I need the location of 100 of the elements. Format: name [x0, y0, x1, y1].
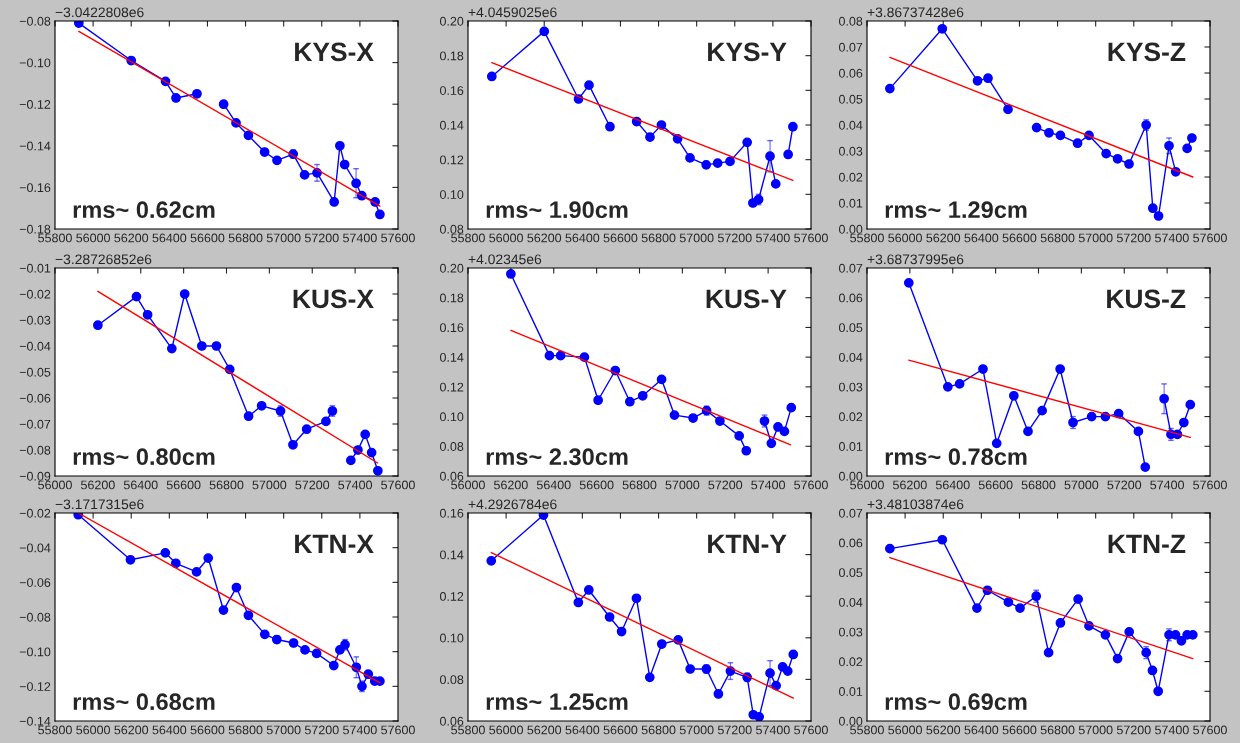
- point: [1159, 393, 1169, 404]
- point: [339, 159, 350, 170]
- annotation: rms~ 0.62cm: [73, 201, 215, 219]
- point: [972, 75, 983, 86]
- x-tick-label: 57400: [1155, 725, 1189, 735]
- point: [1055, 364, 1066, 374]
- x-tick-label: 56000: [76, 233, 110, 243]
- point: [142, 309, 153, 320]
- x-tick-label: 56000: [489, 233, 523, 243]
- point: [1073, 594, 1083, 605]
- point: [1187, 133, 1197, 143]
- x-tick-label: 56000: [38, 480, 72, 490]
- y-tick-label: 0.12: [440, 155, 464, 165]
- y-tick-label: 0.05: [839, 568, 863, 578]
- point: [754, 711, 765, 721]
- point: [231, 582, 242, 593]
- x-tick-label: 56600: [603, 233, 638, 243]
- y-tick-label: 0.18: [440, 293, 464, 303]
- annotation: rms~ 1.90cm: [486, 201, 628, 219]
- x-tick-label: 57400: [343, 725, 377, 735]
- y-tick-label: 0.10: [440, 412, 464, 422]
- point: [605, 121, 615, 132]
- x-tick-label: 57200: [1107, 480, 1142, 490]
- point: [713, 689, 724, 699]
- x-tick-label: 55800: [850, 233, 884, 243]
- point: [539, 26, 550, 37]
- y-tick-label: 0.00: [839, 224, 863, 234]
- y-tick-label: −0.05: [19, 367, 51, 377]
- y-tick-label: −0.03: [19, 315, 51, 325]
- x-tick-label: 56600: [579, 480, 614, 490]
- point: [486, 71, 497, 82]
- x-tick-label: 56800: [228, 725, 263, 735]
- x-tick-label: 57000: [1078, 233, 1113, 243]
- y-tick-label: −0.08: [19, 445, 51, 455]
- point: [1023, 426, 1033, 437]
- y-tick-label: −0.12: [19, 682, 51, 691]
- y-tick-label: −0.12: [19, 100, 51, 109]
- point: [170, 558, 181, 569]
- x-tick-label: 56400: [935, 480, 970, 490]
- text: KUS-Y: [706, 289, 787, 309]
- x-tick-label: 57000: [1064, 480, 1099, 490]
- y-tick-label: 0.12: [440, 592, 464, 601]
- y-tick-label: 0.08: [440, 442, 464, 451]
- point: [1178, 417, 1189, 428]
- point: [983, 73, 993, 84]
- x-tick-label: 57600: [794, 233, 828, 243]
- y-tick-label: −0.02: [19, 508, 51, 518]
- point: [788, 121, 798, 132]
- x-tick-label: 57600: [381, 725, 415, 735]
- x-tick-label: 57600: [381, 233, 415, 243]
- x-tick-label: 55800: [451, 233, 485, 243]
- x-tick-label: 56200: [926, 233, 961, 243]
- text: −3.28726852e6: [55, 254, 152, 265]
- x-tick-label: 57400: [338, 480, 373, 490]
- point: [734, 431, 745, 441]
- x-tick-label: 57600: [381, 480, 415, 490]
- text: +3.48103874e6: [867, 499, 964, 510]
- point: [166, 343, 177, 354]
- point: [351, 178, 361, 189]
- point: [1153, 686, 1164, 697]
- x-tick-label: 56600: [166, 480, 201, 490]
- y-tick-label: 0.06: [440, 471, 464, 481]
- point: [766, 438, 777, 449]
- y-tick-label: 0.16: [440, 323, 464, 333]
- point: [125, 554, 136, 565]
- y-tick-label: 0.01: [839, 687, 863, 696]
- point: [786, 402, 797, 413]
- point: [203, 553, 214, 563]
- y-tick-label: −0.10: [19, 647, 51, 657]
- y-tick-label: 0.20: [440, 16, 464, 26]
- y-tick-label: 0.03: [839, 146, 863, 156]
- point: [160, 548, 171, 558]
- point: [1086, 411, 1097, 422]
- point: [335, 140, 345, 151]
- point: [1147, 203, 1158, 214]
- annotation: rms~ 0.69cm: [885, 693, 1027, 711]
- y-tick-label: 0.06: [839, 538, 863, 548]
- point: [771, 680, 781, 691]
- point: [1133, 426, 1144, 437]
- point: [243, 411, 254, 422]
- x-tick-label: 56200: [893, 480, 927, 490]
- y-tick-label: 0.04: [839, 120, 863, 130]
- point: [991, 438, 1002, 449]
- x-tick-label: 56200: [494, 480, 528, 490]
- point: [196, 341, 207, 351]
- point: [1055, 618, 1066, 628]
- y-tick-label: 0.08: [839, 16, 863, 26]
- x-tick-label: 56800: [209, 480, 244, 490]
- point: [555, 350, 566, 361]
- point: [770, 179, 781, 189]
- point: [1008, 390, 1019, 401]
- x-tick-label: 56000: [451, 480, 485, 490]
- point: [637, 390, 648, 401]
- point: [1124, 159, 1134, 169]
- x-tick-label: 57400: [1150, 480, 1185, 490]
- y-tick-label: −0.08: [19, 612, 51, 622]
- x-tick-label: 56400: [152, 233, 187, 243]
- x-tick-label: 56000: [76, 725, 110, 735]
- point: [783, 149, 793, 160]
- text: +4.0459025e6: [468, 7, 557, 18]
